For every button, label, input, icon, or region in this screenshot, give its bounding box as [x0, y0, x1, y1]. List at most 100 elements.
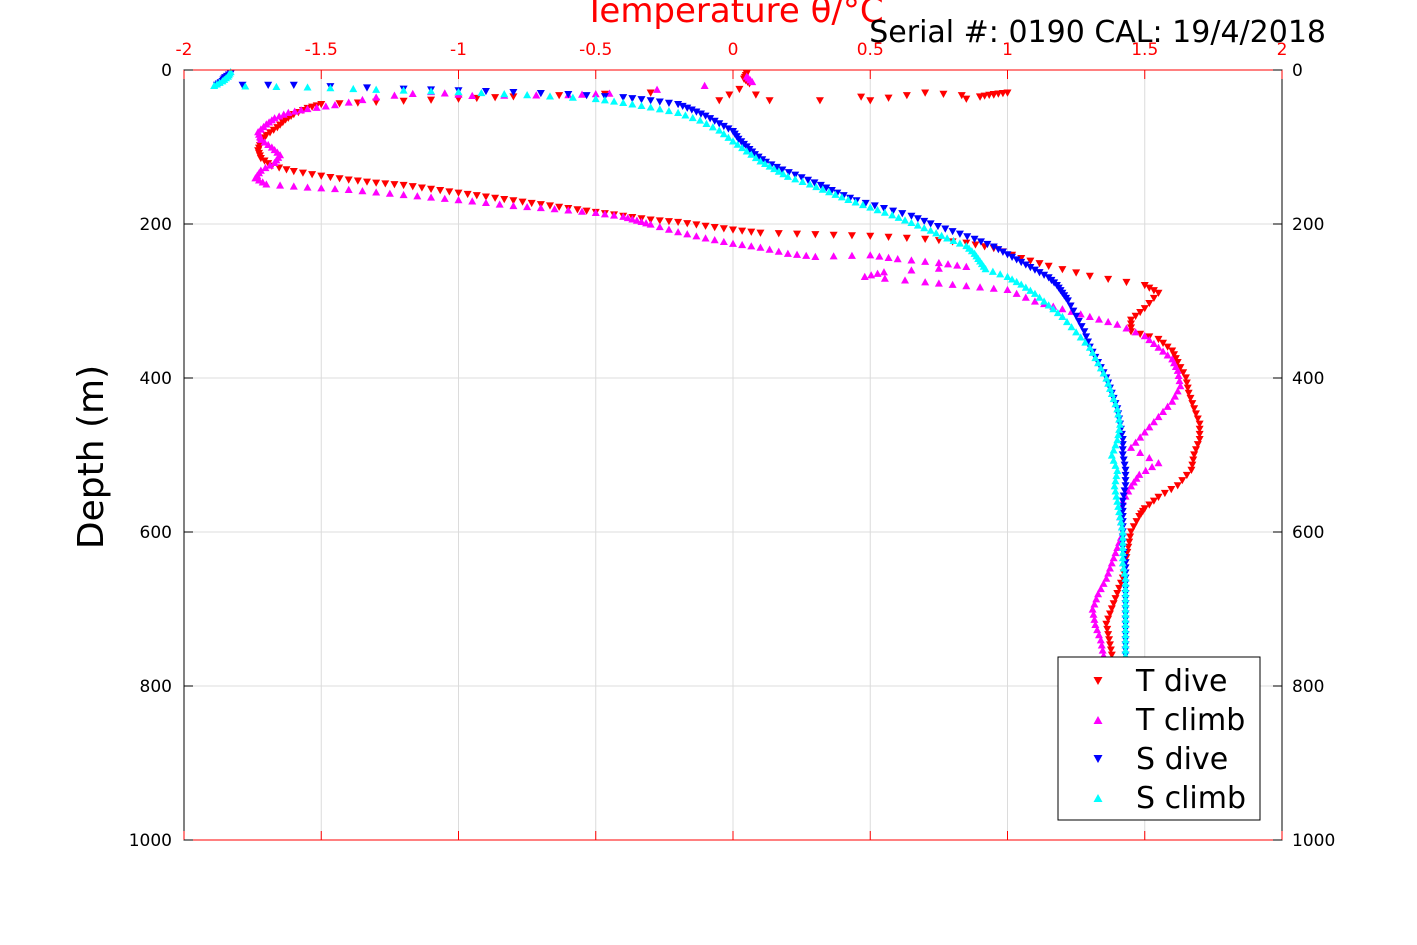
x-tick-label: -2 — [176, 40, 193, 60]
legend: T dive T climb S dive S climb — [1057, 656, 1261, 821]
data-point — [262, 180, 271, 188]
y-tick-label-left: 1000 — [129, 831, 172, 851]
data-point — [1044, 301, 1053, 309]
data-point — [805, 180, 814, 188]
data-point — [907, 266, 916, 274]
data-point — [454, 189, 463, 197]
data-point — [555, 203, 564, 211]
data-point — [1053, 308, 1062, 317]
legend-label: T dive — [1135, 664, 1227, 699]
data-point — [1102, 374, 1111, 382]
data-point — [681, 111, 690, 119]
x-tick-label: -0.5 — [579, 40, 612, 60]
data-point — [861, 199, 870, 208]
data-point — [1159, 407, 1168, 415]
data-point — [637, 217, 646, 226]
data-point — [761, 159, 770, 168]
data-point — [765, 245, 774, 253]
data-point — [1160, 489, 1169, 498]
data-point — [1092, 595, 1101, 603]
data-point — [317, 184, 326, 192]
data-point — [719, 130, 728, 138]
data-point — [696, 110, 705, 118]
data-point — [683, 220, 692, 228]
data-point — [623, 213, 632, 222]
data-point — [266, 129, 275, 137]
data-point — [1109, 394, 1118, 403]
data-point — [1113, 436, 1122, 444]
data-point — [719, 225, 728, 233]
data-point — [1104, 317, 1113, 326]
data-point — [546, 202, 554, 210]
data-point — [1098, 646, 1107, 654]
data-point — [1159, 347, 1168, 355]
data-point — [1121, 636, 1130, 644]
data-point — [413, 192, 422, 200]
data-point — [989, 284, 998, 292]
data-point — [619, 98, 628, 106]
data-point — [1131, 312, 1140, 320]
data-point — [1149, 497, 1158, 505]
data-point — [256, 154, 265, 163]
data-point — [472, 192, 481, 200]
data-point — [674, 108, 683, 116]
data-point — [1159, 339, 1168, 347]
data-point — [653, 85, 662, 93]
data-point — [518, 198, 527, 206]
data-point — [710, 236, 719, 244]
data-point — [934, 279, 943, 287]
data-point — [1030, 297, 1039, 305]
data-point — [1017, 258, 1026, 267]
data-point — [747, 228, 756, 236]
data-point — [546, 92, 554, 100]
data-point — [532, 91, 541, 99]
data-point — [1145, 335, 1154, 344]
data-point — [238, 81, 247, 89]
data-point — [983, 240, 992, 249]
data-point — [358, 187, 367, 195]
data-point — [330, 184, 339, 193]
data-point — [837, 193, 846, 201]
data-point — [1109, 446, 1118, 454]
data-point — [582, 92, 591, 100]
data-point — [1118, 548, 1127, 557]
data-point — [550, 205, 559, 213]
data-point — [873, 206, 882, 214]
data-point — [1085, 343, 1094, 351]
data-point — [1118, 446, 1127, 454]
data-point — [1030, 289, 1039, 297]
data-point — [1104, 569, 1113, 577]
data-point — [1183, 384, 1192, 392]
data-point — [1097, 641, 1106, 649]
data-point — [708, 123, 717, 131]
data-point — [880, 274, 889, 282]
data-point — [1030, 266, 1039, 274]
data-point — [688, 113, 697, 122]
data-point — [901, 216, 910, 224]
data-point — [710, 117, 719, 125]
data-point — [1119, 564, 1128, 572]
data-point — [363, 84, 371, 92]
data-point — [1187, 466, 1196, 474]
data-point — [702, 119, 711, 127]
data-point — [349, 84, 358, 93]
data-point — [399, 97, 408, 105]
data-point — [646, 97, 655, 105]
x-axis-ticks: -2 -1.5 -1 -0.5 0 0.5 1 1.5 2 — [176, 40, 1287, 840]
data-point — [1012, 277, 1021, 286]
data-point — [948, 228, 957, 236]
data-point — [1121, 641, 1130, 649]
data-point — [256, 135, 265, 143]
data-point — [372, 179, 381, 187]
data-point — [1096, 584, 1105, 593]
data-point — [1104, 631, 1113, 639]
x-tick-label: 1.5 — [1131, 40, 1158, 60]
data-point — [523, 91, 532, 99]
data-point — [742, 147, 751, 155]
data-point — [751, 153, 760, 162]
data-point — [783, 172, 792, 180]
y-tick-label-left: 800 — [140, 677, 172, 697]
data-point — [804, 176, 813, 184]
data-point — [774, 230, 783, 238]
data-point — [1170, 392, 1179, 400]
